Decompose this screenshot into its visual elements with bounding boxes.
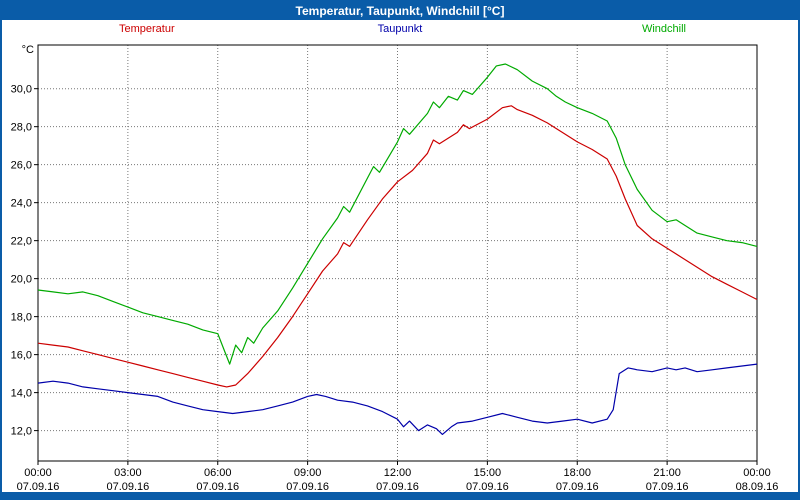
x-tick-time-label: 15:00 <box>474 467 502 479</box>
y-tick-label: 14,0 <box>11 388 32 400</box>
x-tick-date-label: 07.09.16 <box>106 481 149 492</box>
bottom-border-bar <box>2 492 798 498</box>
x-tick-date-label: 07.09.16 <box>286 481 329 492</box>
x-tick-time-label: 00:00 <box>743 467 771 479</box>
x-tick-time-label: 12:00 <box>384 467 412 479</box>
y-tick-label: 16,0 <box>11 350 32 362</box>
y-tick-label: 26,0 <box>11 160 32 172</box>
x-tick-time-label: 00:00 <box>24 467 52 479</box>
y-tick-label: 24,0 <box>11 198 32 210</box>
x-tick-date-label: 08.09.16 <box>736 481 779 492</box>
x-tick-date-label: 07.09.16 <box>17 481 60 492</box>
x-tick-time-label: 09:00 <box>294 467 322 479</box>
y-tick-label: 30,0 <box>11 84 32 96</box>
legend-item-windchill: Windchill <box>641 23 686 35</box>
legend-item-taupunkt: Taupunkt <box>377 23 423 35</box>
x-tick-time-label: 06:00 <box>204 467 232 479</box>
chart-plot: 12,0 14,0 16,0 18,0 20,0 22,0 24,0 26,0 28,0 30,0… <box>11 44 779 492</box>
series-line-windchill <box>37 63 758 365</box>
legend-item-temperatur: Temperatur <box>119 23 175 35</box>
y-tick-label: 22,0 <box>11 236 32 248</box>
y-tick-label: 18,0 <box>11 312 32 324</box>
y-tick-label: 20,0 <box>11 274 32 286</box>
chart-legend: Temperatur Taupunkt Windchill <box>2 20 798 40</box>
x-tick-date-label: 07.09.16 <box>196 481 239 492</box>
x-tick-time-label: 03:00 <box>114 467 142 479</box>
x-tick-time-label: 18:00 <box>563 467 591 479</box>
x-tick-time-label: 21:00 <box>653 467 681 479</box>
y-tick-label: 28,0 <box>11 122 32 134</box>
y-axis-unit-label: °C <box>22 44 34 56</box>
series-line-taupunkt <box>37 363 758 435</box>
plot-border <box>37 44 758 462</box>
x-tick-date-label: 07.09.16 <box>646 481 689 492</box>
series-line-temperatur <box>37 105 758 388</box>
x-tick-date-label: 07.09.16 <box>376 481 419 492</box>
x-tick-date-label: 07.09.16 <box>466 481 509 492</box>
y-tick-label: 12,0 <box>11 426 32 438</box>
chart-title: Temperatur, Taupunkt, Windchill [°C] <box>2 2 798 20</box>
x-tick-date-label: 07.09.16 <box>556 481 599 492</box>
